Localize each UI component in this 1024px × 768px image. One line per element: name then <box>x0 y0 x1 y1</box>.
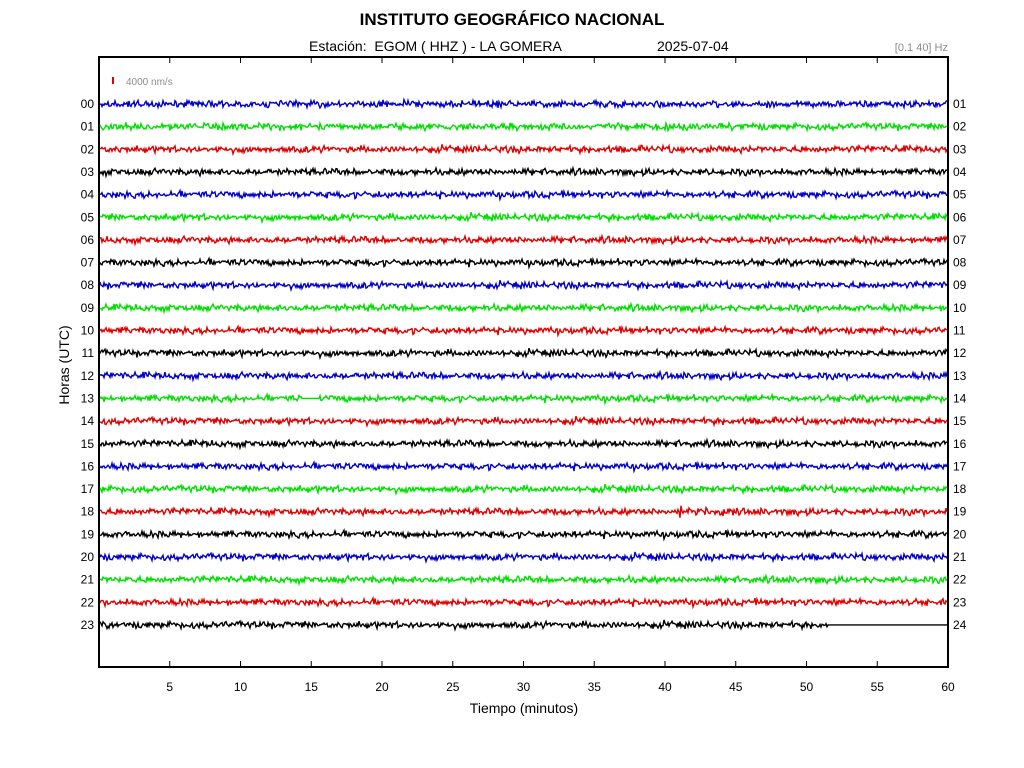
hour-label-right: 01 <box>953 97 967 111</box>
hour-label-left: 12 <box>81 369 95 383</box>
hour-label-right: 09 <box>953 278 967 292</box>
hour-label-right: 23 <box>953 595 967 609</box>
hour-label-right: 12 <box>953 346 967 360</box>
x-tick-label: 5 <box>166 680 173 694</box>
trace-hour-08 <box>99 279 948 293</box>
x-tick-label: 25 <box>446 680 460 694</box>
filter-band-label: [0.1 40] Hz <box>894 42 948 54</box>
hour-label-left: 09 <box>81 301 95 315</box>
hour-label-left: 03 <box>81 165 95 179</box>
hour-label-left: 23 <box>81 618 95 632</box>
hour-label-left: 13 <box>81 391 95 405</box>
hour-label-right: 05 <box>953 188 967 202</box>
hour-label-right: 13 <box>953 369 967 383</box>
hour-label-right: 21 <box>953 550 967 564</box>
x-tick-label: 20 <box>375 680 389 694</box>
hour-label-left: 06 <box>81 233 95 247</box>
hour-label-left: 21 <box>81 573 95 587</box>
hour-label-left: 16 <box>81 459 95 473</box>
trace-hour-03 <box>99 165 948 179</box>
trace-hour-16 <box>99 460 948 474</box>
hour-label-right: 07 <box>953 233 967 247</box>
trace-hour-18 <box>99 505 948 519</box>
hour-label-right: 24 <box>953 618 967 632</box>
x-tick-label: 50 <box>800 680 814 694</box>
hour-label-left: 18 <box>81 505 95 519</box>
hour-label-right: 08 <box>953 256 967 270</box>
trace-hour-07 <box>99 256 948 270</box>
hour-label-left: 17 <box>81 482 95 496</box>
hour-label-right: 19 <box>953 505 967 519</box>
hour-label-left: 07 <box>81 256 95 270</box>
trace-hour-20 <box>99 550 948 564</box>
hour-label-left: 05 <box>81 210 95 224</box>
hour-label-right: 02 <box>953 120 967 134</box>
trace-hour-13 <box>99 392 948 406</box>
trace-hour-06 <box>99 233 948 247</box>
trace-hour-21 <box>99 573 948 587</box>
trace-hour-01 <box>99 120 948 133</box>
hour-label-left: 15 <box>81 437 95 451</box>
trace-hour-10 <box>99 324 948 338</box>
hour-label-right: 17 <box>953 459 967 473</box>
trace-hour-02 <box>99 143 948 157</box>
hour-label-left: 00 <box>81 97 95 111</box>
hour-label-right: 14 <box>953 391 967 405</box>
hour-label-left: 01 <box>81 120 95 134</box>
hour-label-right: 03 <box>953 142 967 156</box>
scale-bar-label: 4000 nm/s <box>126 77 173 88</box>
chart-title: INSTITUTO GEOGRÁFICO NACIONAL <box>359 10 665 29</box>
hour-label-right: 15 <box>953 414 967 428</box>
hour-label-left: 04 <box>81 188 95 202</box>
x-tick-label: 55 <box>871 680 885 694</box>
trace-hour-22 <box>99 596 948 610</box>
x-axis-label: Tiempo (minutos) <box>469 700 579 716</box>
trace-hour-04 <box>99 188 948 202</box>
hour-label-left: 22 <box>81 595 95 609</box>
hour-label-right: 22 <box>953 573 967 587</box>
hour-label-right: 11 <box>953 324 966 338</box>
hour-label-left: 19 <box>81 527 95 541</box>
trace-hour-12 <box>99 369 948 383</box>
x-tick-label: 35 <box>588 680 602 694</box>
x-tick-label: 45 <box>729 680 743 694</box>
x-tick-label: 15 <box>305 680 319 694</box>
hour-label-right: 06 <box>953 210 967 224</box>
trace-hour-09 <box>99 301 948 315</box>
hour-label-left: 11 <box>82 346 95 360</box>
trace-hour-19 <box>99 528 948 542</box>
hour-label-right: 10 <box>953 301 967 315</box>
x-tick-label: 30 <box>517 680 531 694</box>
trace-hour-05 <box>99 211 948 225</box>
hour-label-right: 16 <box>953 437 967 451</box>
trace-hour-17 <box>99 482 948 497</box>
trace-hour-11 <box>99 347 948 361</box>
trace-hour-15 <box>99 437 948 451</box>
hour-label-right: 04 <box>953 165 967 179</box>
hour-label-left: 14 <box>81 414 95 428</box>
trace-hour-23 <box>99 619 947 632</box>
hour-label-right: 18 <box>953 482 967 496</box>
hour-label-left: 02 <box>81 142 95 156</box>
hour-label-left: 08 <box>81 278 95 292</box>
hour-label-left: 20 <box>81 550 95 564</box>
x-tick-label: 40 <box>658 680 672 694</box>
date-label: 2025-07-04 <box>657 38 729 54</box>
trace-hour-14 <box>99 415 948 429</box>
station-label: Estación: EGOM ( HHZ ) - LA GOMERA <box>309 38 562 54</box>
x-tick-label: 10 <box>234 680 248 694</box>
x-tick-label: 60 <box>941 680 955 694</box>
hour-label-left: 10 <box>81 324 95 338</box>
trace-hour-00 <box>99 97 948 111</box>
hour-label-right: 20 <box>953 527 967 541</box>
